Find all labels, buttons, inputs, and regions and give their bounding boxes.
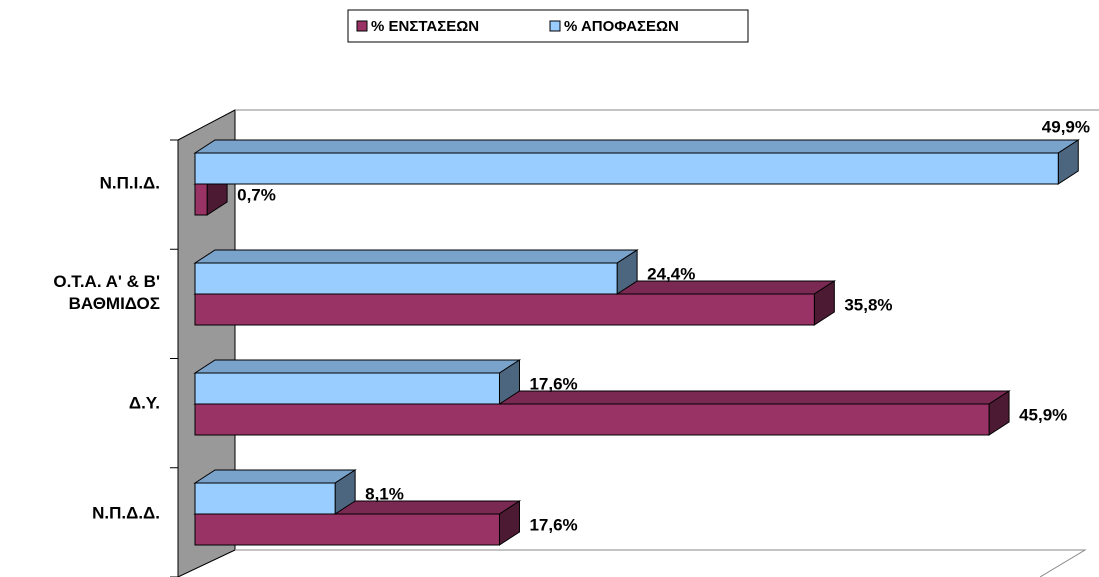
bar [194, 513, 500, 546]
bar-top [193, 359, 522, 374]
data-label: 24,4% [647, 264, 695, 283]
data-label: 45,9% [1019, 405, 1067, 424]
legend-label: % ΑΠΟΦΑΣΕΩΝ [564, 18, 679, 35]
data-label: 35,8% [844, 295, 892, 314]
y-tick-label: Δ.Υ. [129, 393, 160, 412]
data-label: 0,7% [237, 185, 276, 204]
bar [194, 482, 336, 515]
legend-swatch [356, 20, 368, 32]
bar-top [193, 469, 357, 484]
bar [194, 293, 815, 326]
bar [194, 183, 208, 216]
legend [347, 9, 749, 43]
bar [194, 152, 1059, 185]
legend-label: % ΕΝΣΤΑΣΕΩΝ [371, 18, 479, 35]
bar [194, 262, 618, 295]
data-label: 17,6% [529, 374, 577, 393]
bar-top [193, 139, 1080, 154]
legend-swatch [549, 20, 561, 32]
bar [194, 403, 990, 436]
floor-edge [235, 549, 1087, 577]
y-tick-label: Ν.Π.Δ.Δ. [92, 503, 160, 522]
data-label: 49,9% [1042, 117, 1090, 136]
data-label: 8,1% [365, 484, 404, 503]
data-label: 17,6% [529, 515, 577, 534]
bar-top [193, 249, 639, 264]
y-tick-label: Ν.Π.Ι.Δ. [100, 173, 160, 192]
y-tick-label: Ο.Τ.Α. Α' & Β' ΒΑΘΜΙΔΟΣ [53, 272, 160, 313]
bar [194, 372, 500, 405]
